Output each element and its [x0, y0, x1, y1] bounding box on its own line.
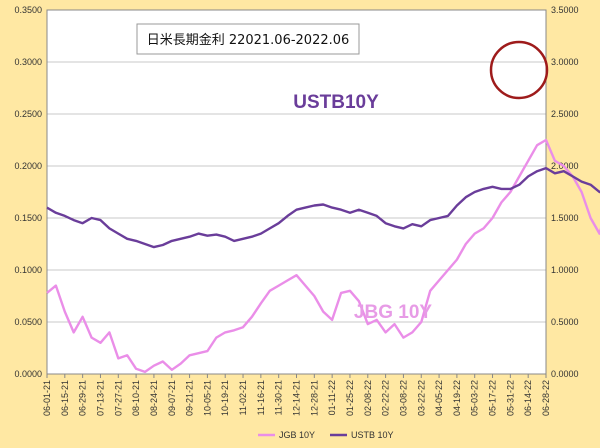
x-tick-label: 07-27-21: [113, 380, 123, 416]
x-tick-label: 06-15-21: [60, 380, 70, 416]
x-tick-label: 11-16-21: [256, 380, 266, 415]
plot-area: [47, 10, 546, 374]
right-tick-label: 2.5000: [551, 109, 579, 119]
x-tick-label: 11-02-21: [238, 380, 248, 415]
left-tick-label: 0.2500: [14, 109, 42, 119]
left-tick-label: 0.0500: [14, 317, 42, 327]
x-tick-label: 07-13-21: [95, 380, 105, 416]
left-tick-label: 0.0000: [14, 369, 42, 379]
x-tick-label: 03-08-22: [398, 380, 408, 416]
x-tick-label: 04-19-22: [452, 380, 462, 416]
chart-title-box: 日米長期金利 22021.06-2022.06: [136, 23, 360, 55]
right-tick-label: 0.5000: [551, 317, 579, 327]
x-axis: 06-01-21 06-15-21 06-29-21 07-13-21 07-27-21…: [42, 374, 551, 416]
x-tick-label: 06-01-21: [42, 380, 52, 416]
x-tick-label: 12-28-21: [309, 380, 319, 416]
highlight-circle: [489, 40, 549, 100]
series-line-jgb: [46, 138, 600, 374]
left-tick-label: 0.3500: [14, 5, 42, 15]
right-tick-label: 3.5000: [551, 5, 579, 15]
chart-title-frame: [136, 23, 360, 55]
x-tick-label: 08-24-21: [149, 380, 159, 416]
left-tick-label: 0.1500: [14, 213, 42, 223]
left-tick-label: 0.3000: [14, 57, 42, 67]
x-tick-label: 02-22-22: [381, 380, 391, 416]
x-tick-label: 05-31-22: [505, 380, 515, 416]
jbg-annotation: JBG 10Y: [354, 302, 432, 323]
right-tick-label: 0.0000: [551, 369, 579, 379]
gridlines: [46, 9, 547, 375]
left-axis: 0.0000 0.0500 0.1000 0.1500 0.2000 0.2500 0.30…: [14, 5, 42, 379]
series-lines: [46, 138, 600, 374]
x-tick-label: 08-10-21: [131, 380, 141, 416]
right-tick-label: 3.0000: [551, 57, 579, 67]
right-tick-label: 1.5000: [551, 213, 579, 223]
x-tick-label: 02-08-22: [363, 380, 373, 416]
ustb-annotation: USTB10Y: [293, 92, 379, 113]
x-tick-label: 05-03-22: [470, 380, 480, 416]
right-tick-label: 1.0000: [551, 265, 579, 275]
x-tick-label: 10-19-21: [220, 380, 230, 416]
legend-label-jgb: JGB 10Y: [279, 430, 315, 440]
x-tick-label: 05-17-22: [488, 380, 498, 416]
x-tick-label: 04-05-22: [434, 380, 444, 416]
x-tick-label: 10-05-21: [202, 380, 212, 416]
left-tick-label: 0.2000: [14, 161, 42, 171]
x-tick-label: 03-22-22: [416, 380, 426, 416]
legend: JGB 10Y USTB 10Y: [258, 430, 394, 440]
series-line-ustb: [46, 166, 600, 249]
chart-title: 日米長期金利 22021.06-2022.06: [147, 32, 350, 48]
x-tick-label: 09-21-21: [185, 380, 195, 416]
x-tick-label: 06-29-21: [78, 380, 88, 416]
legend-label-ustb: USTB 10Y: [351, 430, 394, 440]
x-tick-label: 06-14-22: [523, 380, 533, 416]
x-tick-label: 12-14-21: [292, 380, 302, 416]
x-tick-label: 11-30-21: [274, 380, 284, 415]
x-tick-label: 01-11-22: [327, 380, 337, 415]
x-tick-label: 06-28-22: [541, 380, 551, 416]
x-tick-label: 01-25-22: [345, 380, 355, 416]
left-tick-label: 0.1000: [14, 265, 42, 275]
x-tick-label: 09-07-21: [167, 380, 177, 416]
